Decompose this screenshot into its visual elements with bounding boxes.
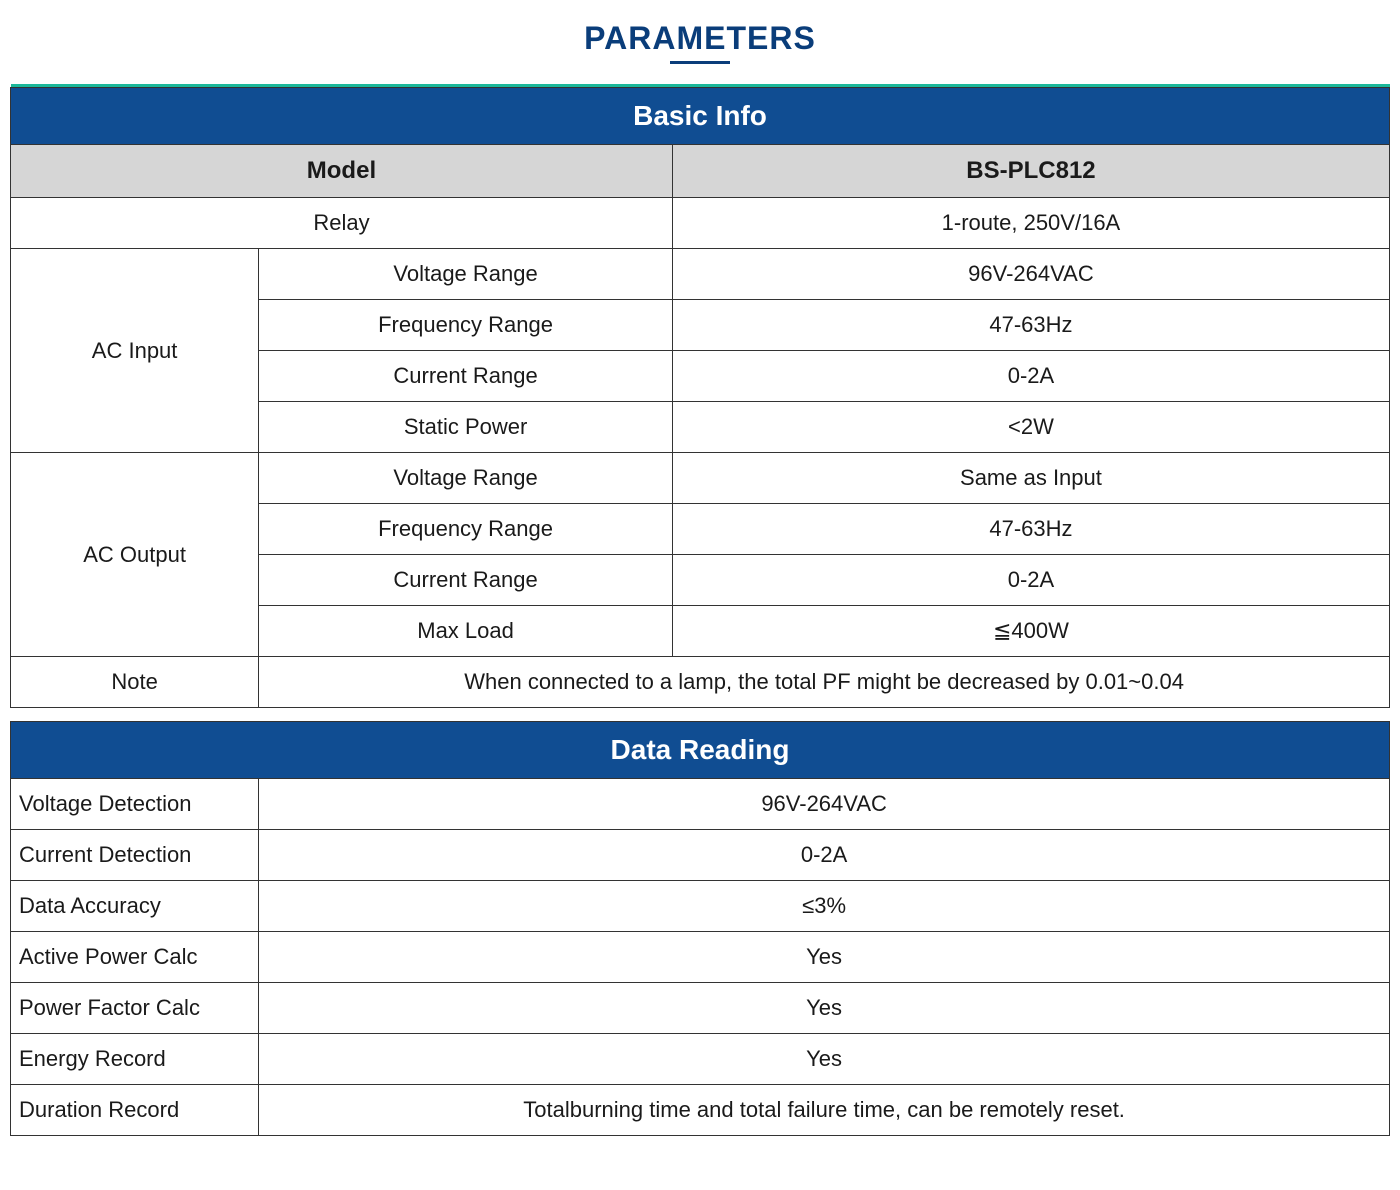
model-header: Model — [11, 145, 673, 198]
param-label: Frequency Range — [259, 300, 673, 351]
param-value: 47-63Hz — [672, 504, 1389, 555]
ac-output-label: AC Output — [11, 453, 259, 657]
table-row: Energy Record Yes — [11, 1034, 1390, 1085]
table-row: Relay 1-route, 250V/16A — [11, 198, 1390, 249]
reading-value: Yes — [259, 1034, 1390, 1085]
reading-label: Current Detection — [11, 830, 259, 881]
table-row: Note When connected to a lamp, the total… — [11, 657, 1390, 708]
relay-label: Relay — [11, 198, 673, 249]
table-row: Voltage Detection 96V-264VAC — [11, 779, 1390, 830]
param-value: <2W — [672, 402, 1389, 453]
param-value: 0-2A — [672, 555, 1389, 606]
reading-value: Totalburning time and total failure time… — [259, 1085, 1390, 1136]
param-value: Same as Input — [672, 453, 1389, 504]
page-title: PARAMETERS — [10, 20, 1390, 57]
reading-label: Active Power Calc — [11, 932, 259, 983]
param-label: Frequency Range — [259, 504, 673, 555]
param-label: Voltage Range — [259, 453, 673, 504]
param-label: Current Range — [259, 555, 673, 606]
basic-info-table: Basic Info Model BS-PLC812 Relay 1-route… — [10, 84, 1390, 1136]
note-value: When connected to a lamp, the total PF m… — [259, 657, 1390, 708]
table-row: Active Power Calc Yes — [11, 932, 1390, 983]
param-value: ≦400W — [672, 606, 1389, 657]
basic-info-header: Basic Info — [11, 88, 1390, 145]
reading-value: ≤3% — [259, 881, 1390, 932]
param-label: Max Load — [259, 606, 673, 657]
table-row: AC Output Voltage Range Same as Input — [11, 453, 1390, 504]
relay-value: 1-route, 250V/16A — [672, 198, 1389, 249]
title-underline — [670, 61, 730, 64]
param-label: Voltage Range — [259, 249, 673, 300]
basic-info-title: Basic Info — [11, 88, 1390, 145]
param-label: Static Power — [259, 402, 673, 453]
basic-info-subheader: Model BS-PLC812 — [11, 145, 1390, 198]
table-row: Data Accuracy ≤3% — [11, 881, 1390, 932]
reading-value: 0-2A — [259, 830, 1390, 881]
reading-value: 96V-264VAC — [259, 779, 1390, 830]
reading-label: Voltage Detection — [11, 779, 259, 830]
spacer — [11, 708, 1390, 722]
table-row: AC Input Voltage Range 96V-264VAC — [11, 249, 1390, 300]
table-row: Duration Record Totalburning time and to… — [11, 1085, 1390, 1136]
model-value-header: BS-PLC812 — [672, 145, 1389, 198]
reading-label: Duration Record — [11, 1085, 259, 1136]
ac-input-label: AC Input — [11, 249, 259, 453]
note-label: Note — [11, 657, 259, 708]
param-value: 96V-264VAC — [672, 249, 1389, 300]
table-row: Power Factor Calc Yes — [11, 983, 1390, 1034]
data-reading-header: Data Reading — [11, 722, 1390, 779]
reading-value: Yes — [259, 932, 1390, 983]
param-value: 47-63Hz — [672, 300, 1389, 351]
reading-value: Yes — [259, 983, 1390, 1034]
param-label: Current Range — [259, 351, 673, 402]
data-reading-title: Data Reading — [11, 722, 1390, 779]
reading-label: Energy Record — [11, 1034, 259, 1085]
param-value: 0-2A — [672, 351, 1389, 402]
reading-label: Data Accuracy — [11, 881, 259, 932]
table-row: Current Detection 0-2A — [11, 830, 1390, 881]
reading-label: Power Factor Calc — [11, 983, 259, 1034]
